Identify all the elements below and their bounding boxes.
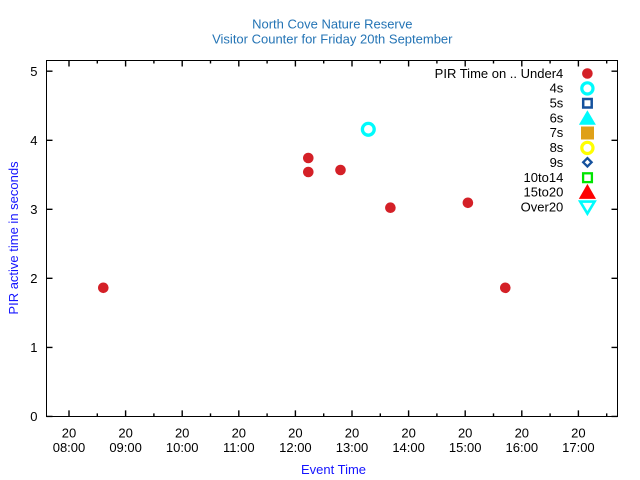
svg-text:20: 20 [515, 426, 529, 441]
svg-text:12:00: 12:00 [279, 440, 312, 455]
svg-text:Visitor Counter for Friday 20t: Visitor Counter for Friday 20th Septembe… [212, 31, 453, 46]
svg-text:20: 20 [62, 426, 76, 441]
svg-text:6s: 6s [550, 110, 564, 125]
svg-text:1: 1 [30, 340, 37, 355]
svg-text:14:00: 14:00 [392, 440, 425, 455]
svg-text:8s: 8s [550, 140, 564, 155]
svg-text:3: 3 [30, 202, 37, 217]
svg-text:15to20: 15to20 [524, 185, 564, 200]
svg-text:PIR active time in seconds: PIR active time in seconds [6, 161, 21, 315]
svg-text:20: 20 [232, 426, 246, 441]
svg-text:20: 20 [345, 426, 359, 441]
svg-text:9s: 9s [550, 155, 564, 170]
svg-text:15:00: 15:00 [449, 440, 482, 455]
svg-text:10to14: 10to14 [524, 170, 564, 185]
svg-text:Over20: Over20 [521, 200, 564, 215]
svg-text:5: 5 [30, 64, 37, 79]
svg-text:5s: 5s [550, 96, 564, 111]
svg-text:16:00: 16:00 [506, 440, 539, 455]
svg-text:0: 0 [30, 409, 37, 424]
svg-text:20: 20 [401, 426, 415, 441]
svg-text:08:00: 08:00 [53, 440, 86, 455]
svg-text:20: 20 [571, 426, 585, 441]
svg-text:20: 20 [118, 426, 132, 441]
svg-text:2: 2 [30, 271, 37, 286]
svg-text:20: 20 [175, 426, 189, 441]
svg-text:North Cove Nature Reserve: North Cove Nature Reserve [252, 17, 412, 32]
svg-text:PIR Time on .. Under4: PIR Time on .. Under4 [435, 66, 564, 81]
svg-text:13:00: 13:00 [336, 440, 369, 455]
svg-text:09:00: 09:00 [109, 440, 142, 455]
svg-text:4s: 4s [550, 81, 564, 96]
svg-text:20: 20 [288, 426, 302, 441]
svg-text:7s: 7s [550, 125, 564, 140]
svg-text:20: 20 [458, 426, 472, 441]
svg-text:10:00: 10:00 [166, 440, 199, 455]
svg-text:17:00: 17:00 [562, 440, 595, 455]
svg-text:11:00: 11:00 [223, 440, 255, 455]
svg-text:4: 4 [30, 133, 37, 148]
svg-text:Event Time: Event Time [301, 462, 366, 477]
